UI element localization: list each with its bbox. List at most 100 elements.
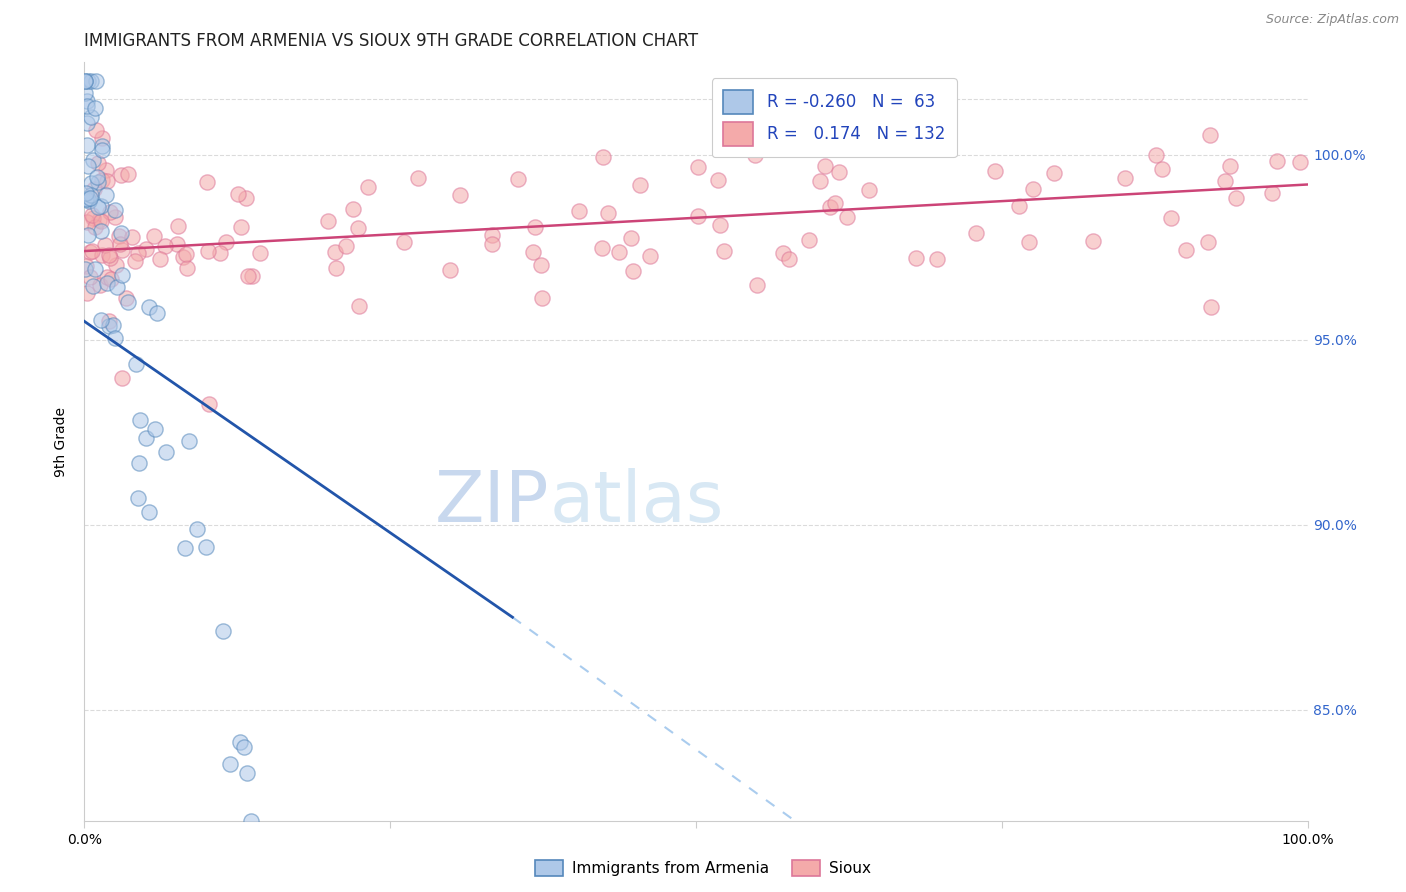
Point [80,111,103,125]
Point [323,244,346,259]
Point [174,541,197,555]
Point [96,270,118,285]
Point [598,205,620,219]
Point [226,186,249,201]
Point [325,261,347,276]
Point [76,286,98,301]
Point [96,174,118,188]
Point [79,245,101,260]
Point [744,148,766,162]
Point [82,211,104,226]
Point [709,218,731,232]
Point [96,163,118,178]
Point [90,224,112,238]
Point [75,260,97,274]
Point [124,254,146,268]
Point [905,251,928,265]
Point [778,252,800,267]
Point [128,413,150,427]
Point [195,540,218,554]
Point [75,192,97,206]
Point [96,276,118,290]
Point [439,263,461,277]
Point [707,173,730,187]
Point [82,153,104,168]
Point [84,74,107,88]
Point [215,235,238,249]
Point [198,397,221,411]
Point [1199,128,1222,143]
Point [318,213,340,227]
Point [97,319,120,334]
Point [1144,148,1167,162]
Point [357,180,380,194]
Point [76,94,98,108]
Point [853,130,876,145]
Point [77,192,100,206]
Text: IMMIGRANTS FROM ARMENIA VS SIOUX 9TH GRADE CORRELATION CHART: IMMIGRANTS FROM ARMENIA VS SIOUX 9TH GRA… [84,32,699,50]
Legend: R = -0.260   N =  63, R =   0.174   N = 132: R = -0.260 N = 63, R = 0.174 N = 132 [711,78,956,157]
Point [79,270,101,285]
Point [965,226,987,240]
Point [90,199,112,213]
Point [591,241,613,255]
Point [89,212,111,227]
Point [911,122,934,136]
Point [688,210,710,224]
Point [127,246,149,260]
Point [94,187,117,202]
Point [84,101,107,115]
Point [347,299,370,313]
Point [828,165,851,179]
Point [824,195,846,210]
Point [76,99,98,113]
Point [1043,165,1066,179]
Point [91,173,114,187]
Y-axis label: 9th Grade: 9th Grade [55,407,69,476]
Point [135,242,157,256]
Point [209,245,232,260]
Point [75,86,97,100]
Point [607,245,630,260]
Text: ZIP: ZIP [434,467,550,537]
Point [1199,300,1222,314]
Point [86,201,108,215]
Point [84,122,107,136]
Point [110,168,132,182]
Point [91,131,114,145]
Point [745,278,768,293]
Point [166,237,188,252]
Point [76,137,98,152]
Point [89,277,111,292]
Point [79,177,101,191]
Point [984,164,1007,178]
Point [231,220,253,235]
Point [1225,191,1247,205]
Text: Source: ZipAtlas.com: Source: ZipAtlas.com [1265,13,1399,27]
Point [87,176,110,190]
Text: atlas: atlas [550,467,724,537]
Point [835,210,858,224]
Point [195,175,218,189]
Point [94,238,117,252]
Point [592,149,614,163]
Point [620,231,643,245]
Point [890,120,912,134]
Point [235,191,257,205]
Point [392,235,415,249]
Point [111,370,134,384]
Point [90,214,112,228]
Point [927,252,949,267]
Point [166,219,188,234]
Point [858,183,880,197]
Point [104,330,127,344]
Point [406,171,429,186]
Point [143,229,166,244]
Point [84,220,107,235]
Point [235,766,257,780]
Point [638,249,661,263]
Point [87,155,110,169]
Point [219,757,242,772]
Point [236,269,259,284]
Point [335,238,357,252]
